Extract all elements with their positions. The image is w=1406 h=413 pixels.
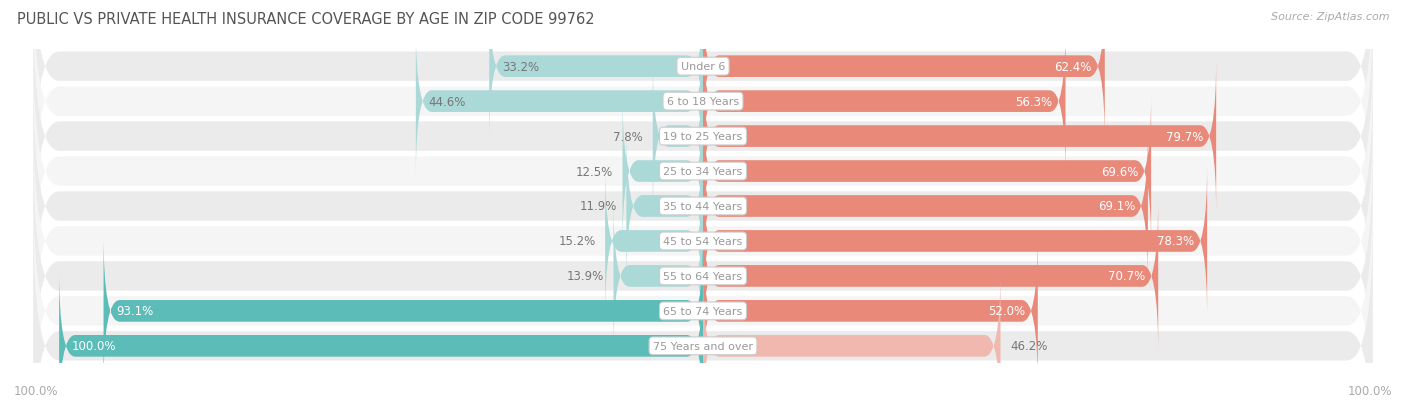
Text: 13.9%: 13.9% — [567, 270, 603, 283]
Text: Under 6: Under 6 — [681, 62, 725, 72]
Text: 35 to 44 Years: 35 to 44 Years — [664, 202, 742, 211]
FancyBboxPatch shape — [34, 47, 1372, 297]
FancyBboxPatch shape — [627, 130, 703, 283]
Text: 100.0%: 100.0% — [72, 339, 117, 352]
Text: 15.2%: 15.2% — [558, 235, 596, 248]
Text: 11.9%: 11.9% — [579, 200, 617, 213]
Text: PUBLIC VS PRIVATE HEALTH INSURANCE COVERAGE BY AGE IN ZIP CODE 99762: PUBLIC VS PRIVATE HEALTH INSURANCE COVER… — [17, 12, 595, 27]
FancyBboxPatch shape — [34, 0, 1372, 192]
Text: 7.8%: 7.8% — [613, 130, 643, 143]
FancyBboxPatch shape — [34, 116, 1372, 366]
Text: 78.3%: 78.3% — [1157, 235, 1194, 248]
Text: 93.1%: 93.1% — [117, 305, 153, 318]
Text: 69.6%: 69.6% — [1101, 165, 1139, 178]
FancyBboxPatch shape — [416, 26, 703, 178]
FancyBboxPatch shape — [34, 0, 1372, 227]
Text: 46.2%: 46.2% — [1010, 339, 1047, 352]
Text: 12.5%: 12.5% — [575, 165, 613, 178]
Text: 25 to 34 Years: 25 to 34 Years — [664, 166, 742, 177]
Text: 55 to 64 Years: 55 to 64 Years — [664, 271, 742, 281]
FancyBboxPatch shape — [703, 60, 1216, 213]
Text: 33.2%: 33.2% — [502, 61, 540, 74]
Text: 75 Years and over: 75 Years and over — [652, 341, 754, 351]
Text: 44.6%: 44.6% — [429, 95, 465, 108]
Text: 45 to 54 Years: 45 to 54 Years — [664, 236, 742, 247]
FancyBboxPatch shape — [703, 165, 1208, 318]
Text: 52.0%: 52.0% — [988, 305, 1025, 318]
FancyBboxPatch shape — [703, 270, 1001, 413]
FancyBboxPatch shape — [34, 82, 1372, 331]
Text: 100.0%: 100.0% — [14, 385, 59, 397]
FancyBboxPatch shape — [703, 200, 1159, 353]
FancyBboxPatch shape — [703, 235, 1038, 387]
Text: 62.4%: 62.4% — [1054, 61, 1092, 74]
Text: 100.0%: 100.0% — [1347, 385, 1392, 397]
Text: 79.7%: 79.7% — [1166, 130, 1204, 143]
Text: 69.1%: 69.1% — [1098, 200, 1135, 213]
FancyBboxPatch shape — [34, 186, 1372, 413]
FancyBboxPatch shape — [623, 95, 703, 248]
FancyBboxPatch shape — [652, 60, 703, 213]
Text: Source: ZipAtlas.com: Source: ZipAtlas.com — [1271, 12, 1389, 22]
Text: 56.3%: 56.3% — [1015, 95, 1053, 108]
Text: 19 to 25 Years: 19 to 25 Years — [664, 132, 742, 142]
FancyBboxPatch shape — [703, 0, 1105, 143]
FancyBboxPatch shape — [703, 26, 1066, 178]
FancyBboxPatch shape — [104, 235, 703, 387]
FancyBboxPatch shape — [34, 221, 1372, 413]
FancyBboxPatch shape — [703, 130, 1147, 283]
Text: 70.7%: 70.7% — [1108, 270, 1146, 283]
FancyBboxPatch shape — [605, 165, 703, 318]
Text: 65 to 74 Years: 65 to 74 Years — [664, 306, 742, 316]
FancyBboxPatch shape — [613, 200, 703, 353]
FancyBboxPatch shape — [34, 12, 1372, 261]
FancyBboxPatch shape — [59, 270, 703, 413]
Text: 6 to 18 Years: 6 to 18 Years — [666, 97, 740, 107]
FancyBboxPatch shape — [703, 95, 1152, 248]
FancyBboxPatch shape — [34, 152, 1372, 401]
FancyBboxPatch shape — [489, 0, 703, 143]
